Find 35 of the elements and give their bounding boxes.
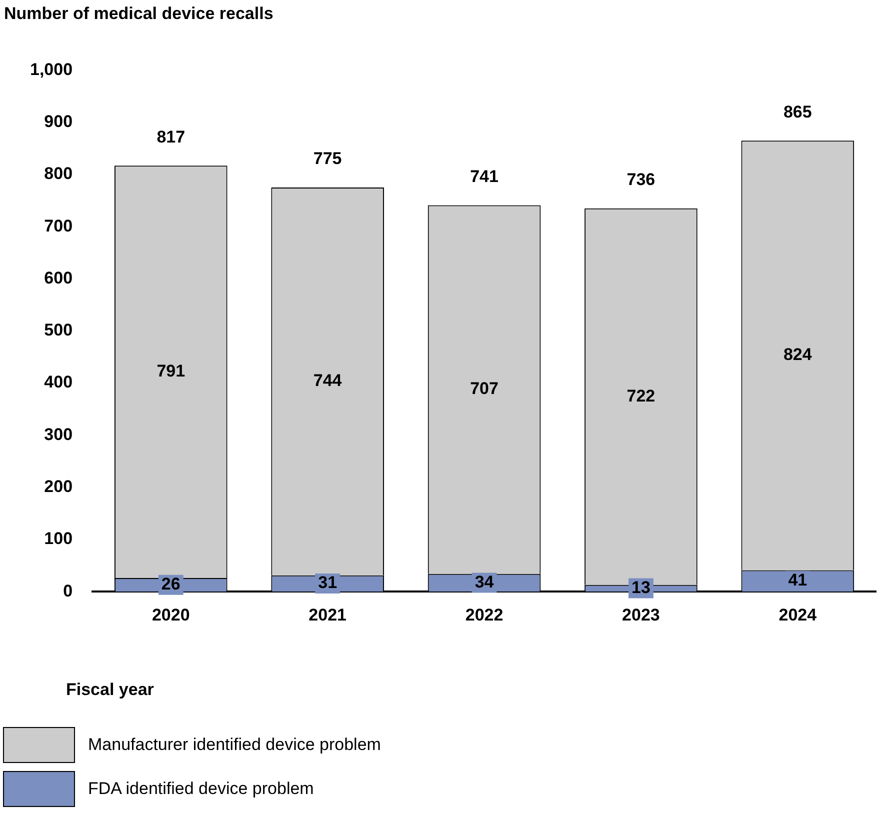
data-label: 791 — [156, 362, 186, 381]
y-tick-label: 800 — [44, 164, 73, 184]
y-tick-label: 500 — [44, 320, 73, 340]
y-tick-label: 900 — [44, 112, 73, 132]
data-label: 13 — [632, 578, 650, 597]
legend-label: FDA identified device problem — [88, 779, 314, 799]
y-tick-label: 1,000 — [30, 60, 73, 79]
data-label: 34 — [474, 572, 494, 592]
x-tick-label: 2022 — [465, 605, 504, 624]
data-label: 824 — [783, 345, 812, 364]
data-label: 744 — [313, 371, 342, 390]
y-tick-label: 700 — [44, 216, 73, 236]
data-label: 26 — [161, 574, 180, 594]
data-label: 707 — [470, 379, 498, 398]
total-label: 741 — [470, 166, 498, 186]
y-tick-label: 400 — [44, 372, 73, 392]
y-axis-title: Number of medical device recalls — [4, 4, 274, 24]
y-tick-label: 100 — [44, 529, 73, 548]
total-label: 775 — [313, 149, 342, 168]
x-tick-label: 2020 — [152, 605, 190, 624]
y-tick-label: 200 — [44, 477, 73, 496]
total-label: 736 — [626, 170, 656, 190]
x-tick-label: 2024 — [778, 605, 818, 624]
y-tick-label: 0 — [63, 581, 73, 600]
legend-label: Manufacturer identified device problem — [88, 735, 381, 755]
x-tick-label: 2021 — [308, 605, 346, 624]
data-label: 31 — [318, 573, 338, 592]
data-label: 41 — [788, 570, 808, 590]
y-tick-label: 600 — [44, 268, 73, 288]
y-tick-label: 300 — [44, 424, 73, 444]
total-label: 817 — [156, 127, 186, 146]
data-label: 722 — [626, 386, 656, 406]
x-axis-title: Fiscal year — [66, 680, 154, 700]
total-label: 865 — [783, 102, 812, 122]
x-tick-label: 2023 — [622, 605, 660, 624]
